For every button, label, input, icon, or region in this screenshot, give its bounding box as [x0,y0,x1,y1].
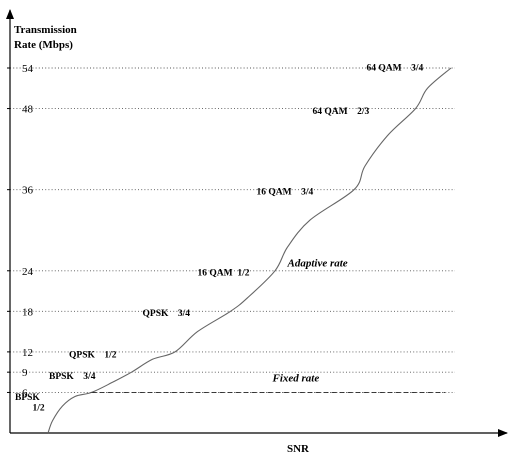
modulation-annotation: QPSK 3/4 [143,309,191,319]
modulation-annotation: 16 QAM 1/2 [198,269,250,279]
y-tick-label: 12 [22,347,33,359]
y-axis-title-line-1: Transmission [14,24,77,36]
y-tick-label: 9 [22,367,28,379]
modulation-annotation: 64 QAM 2/3 [313,107,370,117]
gridlines [10,67,455,393]
y-tick-label: 18 [22,306,34,318]
y-axis-title-line-2: Rate (Mbps) [14,39,73,51]
modulation-annotation: 1/2 [33,404,45,414]
series-label: Fixed rate [272,373,320,385]
y-tick-label: 24 [22,266,34,278]
modulation-annotation: BPSK 3/4 [49,372,96,382]
y-tick-label: 48 [22,104,34,116]
modulation-annotation: QPSK 1/2 [69,350,117,360]
y-tick-labels: 6 9 12 18 24 36 48 54 [7,63,34,399]
series-lines [47,67,452,434]
y-tick-label: 54 [22,63,34,75]
modulation-annotation: 64 QAM 3/4 [367,64,424,74]
series-label: Adaptive rate [287,258,348,270]
modulation-annotation: 16 QAM 3/4 [257,187,314,197]
modulation-annotation: BPSK [15,393,40,403]
x-axis-title: SNR [287,443,310,455]
y-tick-label: 36 [22,185,34,197]
adaptive-rate-line [47,67,452,434]
y-tick-label: 6 [22,387,28,399]
